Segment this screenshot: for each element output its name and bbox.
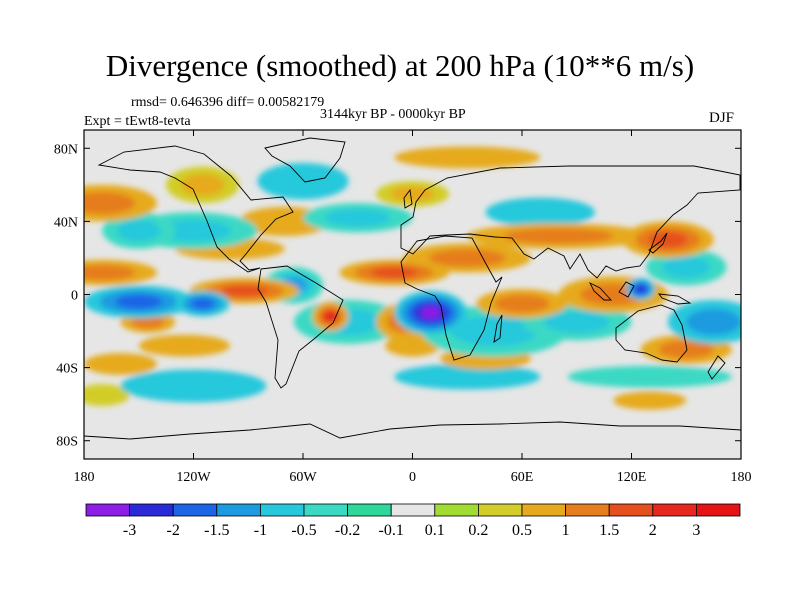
coastline-japan: [648, 232, 668, 254]
colorbar-swatch: [172, 503, 218, 517]
field-feature: [662, 256, 711, 279]
colorbar-label: -3: [123, 522, 136, 539]
y-tick-label: 0: [71, 289, 78, 304]
field-feature: [131, 315, 165, 329]
field-feature: [116, 219, 161, 242]
field-feature: [658, 340, 714, 359]
coastline-north-america: [97, 145, 294, 273]
coastline-antarctica: [84, 421, 741, 440]
colorbar-swatch: [652, 503, 697, 517]
field-feature: [503, 228, 614, 244]
x-tick-label: 120W: [176, 470, 211, 485]
coastline-new-zealand: [707, 355, 726, 380]
x-tick-label: 180: [74, 470, 95, 485]
colorbar-swatch: [477, 503, 523, 517]
colorbar-label: 2: [649, 522, 657, 539]
coastline-greenland: [264, 137, 346, 183]
field-feature: [190, 298, 215, 310]
field-feature: [494, 294, 550, 313]
x-tick-label: 60E: [511, 470, 534, 485]
x-tick-label: 0: [409, 470, 416, 485]
stats-label: rmsd= 0.646396 diff= 0.00582179: [131, 95, 325, 110]
x-tick-label: 60W: [289, 470, 317, 485]
colorbar-swatch: [434, 503, 479, 517]
field-feature: [115, 294, 163, 309]
colorbar-label: 0.1: [425, 522, 445, 539]
coastline-sumatra: [588, 281, 613, 301]
field-feature: [84, 264, 136, 281]
axis-ticks: [83, 130, 742, 459]
field-feature: [84, 352, 157, 375]
colorbar-label: -1.5: [204, 522, 229, 539]
field-feature: [385, 334, 440, 357]
coastline-madagascar: [493, 314, 503, 343]
coastline-borneo: [618, 281, 635, 298]
colorbar-label: -0.1: [379, 522, 404, 539]
colorbar-label: 0.2: [468, 522, 488, 539]
colorbar-swatch: [129, 503, 174, 517]
divergence-field: [84, 146, 741, 410]
field-feature: [180, 173, 225, 196]
colorbar-label: 0.5: [512, 522, 532, 539]
coastline-africa: [400, 235, 503, 361]
colorbar-swatch: [303, 503, 348, 517]
field-feature: [370, 267, 418, 279]
colorbar-label: -2: [167, 522, 180, 539]
colorbar-swatch: [85, 503, 130, 517]
colorbar-swatch: [390, 503, 436, 517]
colorbar-swatch: [608, 503, 654, 517]
season-label: DJF: [709, 110, 735, 126]
colorbar-label: -0.5: [291, 522, 316, 539]
colorbar-label: -1: [254, 522, 267, 539]
colorbar-swatch: [521, 503, 566, 517]
field-feature: [221, 285, 269, 297]
coastlines: [84, 137, 741, 440]
field-feature: [613, 391, 687, 410]
field-feature: [84, 384, 130, 406]
field-feature: [394, 363, 541, 390]
coastline-australia: [615, 304, 688, 363]
colorbar-label: 3: [692, 522, 700, 539]
field-feature: [686, 308, 741, 336]
field-feature: [394, 146, 541, 169]
experiment-label: Expt = tEwt8-tevta: [84, 114, 191, 129]
field-feature: [567, 365, 732, 388]
field-feature: [84, 192, 136, 215]
colorbar: -3 -2 -1.5 -1 -0.5 -0.2 -0.1 0.1 0.2 0.5 1 1.5 2 3: [85, 503, 741, 539]
y-tick-label: 40N: [54, 215, 78, 230]
field-feature: [138, 334, 230, 357]
coastline-new-guinea: [658, 293, 692, 305]
colorbar-swatch: [565, 503, 610, 517]
colorbar-swatch: [347, 503, 392, 517]
colorbar-swatch: [259, 503, 305, 517]
field-feature: [420, 306, 441, 319]
field-feature: [257, 162, 349, 200]
field-feature: [428, 249, 506, 267]
field-feature: [485, 197, 595, 227]
coastline-eurasia: [400, 165, 741, 279]
field-feature: [450, 315, 539, 347]
field-feature: [324, 208, 391, 227]
field-feature: [543, 310, 610, 333]
plot-title: Divergence (smoothed) at 200 hPa (10**6 …: [105, 48, 695, 83]
colorbar-swatch: [696, 503, 741, 517]
colorbar-label: 1.5: [599, 522, 619, 539]
field-feature: [635, 285, 646, 293]
axis-labels: 180 120W 60W 0 60E 120E 180 80N 40N 0 40S 80S: [54, 142, 752, 485]
x-tick-label: 180: [731, 470, 752, 485]
colorbar-label: 1: [562, 522, 570, 539]
field-feature: [390, 186, 435, 202]
period-label: 3144kyr BP - 0000kyr BP: [320, 107, 466, 122]
colorbar-label: -0.2: [335, 522, 360, 539]
y-tick-label: 80S: [56, 435, 78, 450]
field-feature: [120, 369, 267, 403]
x-tick-label: 120E: [617, 470, 647, 485]
colorbar-swatch: [216, 503, 261, 517]
coastline-britain: [403, 188, 413, 209]
y-tick-label: 40S: [56, 362, 78, 377]
coastline-south-america: [257, 265, 344, 389]
y-tick-label: 80N: [54, 142, 78, 157]
